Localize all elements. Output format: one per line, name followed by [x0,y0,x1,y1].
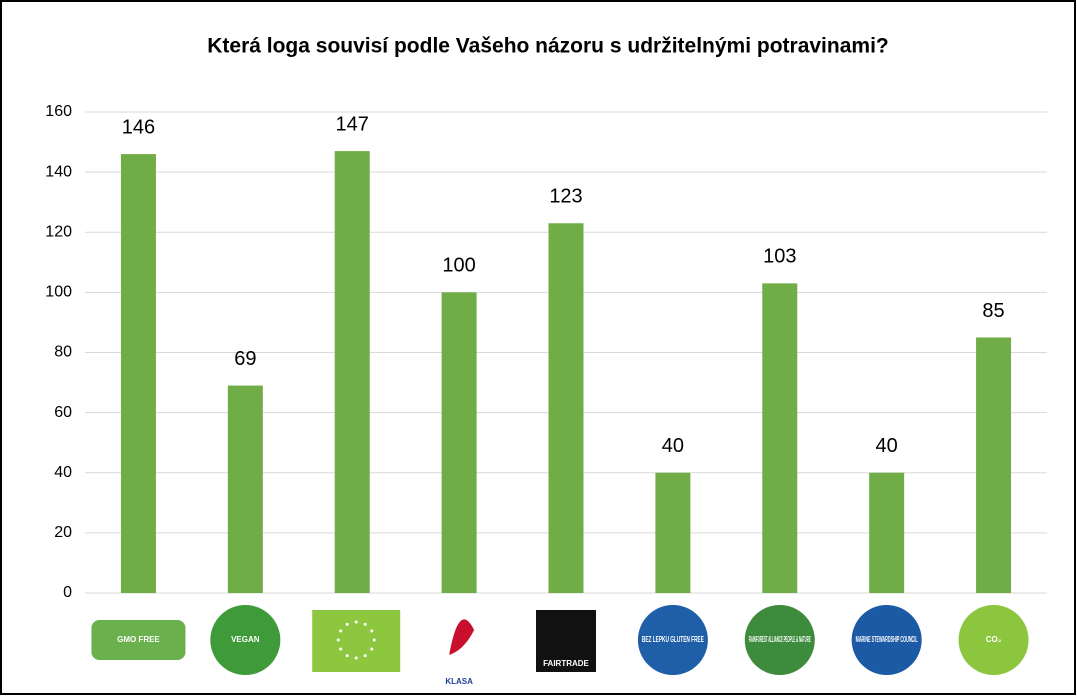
y-tick-label: 60 [54,404,72,421]
value-label: 146 [122,116,155,138]
bar [548,223,584,593]
y-tick-label: 120 [45,223,72,240]
category-logo: BEZ LEPKU GLUTEN FREE [637,605,708,675]
y-tick-label: 160 [45,103,72,120]
logo-shape [851,605,922,675]
bar [441,292,477,593]
category-logo: CO₂ [958,605,1029,675]
logo-star [354,620,358,624]
logo-star [363,654,367,658]
category-logo: RAINFOREST ALLIANCE PEOPLE & NATURE [744,605,815,675]
x-tick-label: FAIRTRADE [543,659,589,668]
logo-star [370,629,374,633]
logo-star [345,654,349,658]
logo-star [336,638,340,642]
y-tick-label: 0 [63,584,72,601]
logo-shape [312,610,401,672]
bar [227,385,263,593]
logo-star [370,647,374,651]
logo-shape [210,605,281,675]
bar [120,154,156,593]
logo-star [372,638,376,642]
x-tick-label: GMO FREE [117,635,160,644]
y-tick-label: 40 [54,464,72,481]
y-tick-label: 20 [54,524,72,541]
y-tick-label: 80 [54,344,72,361]
logo-star [363,622,367,626]
category-logo: KLASA [445,619,475,686]
logo-shape [536,610,596,672]
logo-star [339,647,343,651]
logo-shape [744,605,815,675]
logo-shape [958,605,1029,675]
value-label: 40 [876,435,898,457]
category-logo: MARINE STEWARDSHIP COUNCIL [851,605,922,675]
bar [762,283,798,593]
category-logo: VEGAN [210,605,281,675]
x-tick-label: BEZ LEPKU GLUTEN FREE [642,635,704,644]
x-tick-label: KLASA [445,677,473,686]
x-tick-label: MARINE STEWARDSHIP COUNCIL [856,635,918,644]
value-label: 100 [442,255,475,277]
logo-star [354,656,358,660]
bar [655,472,691,593]
bar [869,472,905,593]
value-label: 85 [982,300,1004,322]
logo-shape [449,619,475,655]
category-logo: FAIRTRADE [536,610,596,672]
value-label: 123 [549,186,582,208]
chart-title: Která loga souvisí podle Vašeho názoru s… [207,35,889,58]
x-tick-label: VEGAN [231,635,260,644]
value-label: 69 [234,348,256,370]
category-logo [312,610,401,672]
y-tick-label: 140 [45,163,72,180]
value-label: 103 [763,246,796,268]
value-label: 40 [662,435,684,457]
x-tick-label: CO₂ [986,635,1002,644]
logo-shape [91,620,186,660]
category-logo: GMO FREE [91,620,186,660]
value-label: 147 [336,113,369,135]
y-tick-label: 100 [45,284,72,301]
bar [334,151,370,594]
logo-shape [637,605,708,675]
logo-star [345,622,349,626]
bar [976,337,1012,593]
x-tick-label: RAINFOREST ALLIANCE PEOPLE & NATURE [749,635,811,644]
logo-star [339,629,343,633]
